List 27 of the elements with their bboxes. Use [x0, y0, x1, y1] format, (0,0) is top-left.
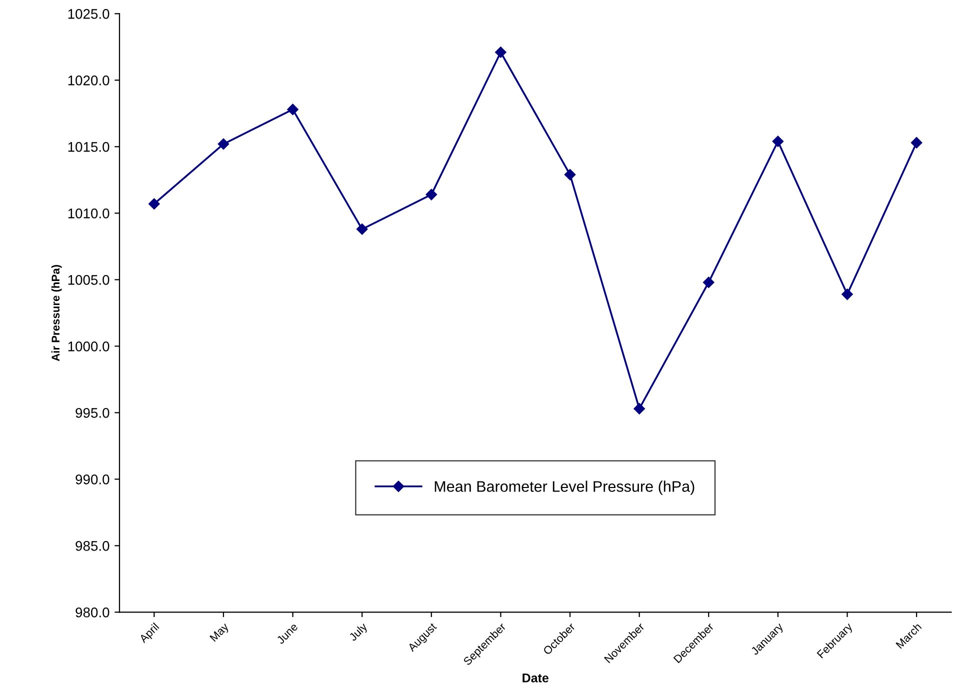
point: [634, 403, 645, 414]
y-tick-label: 990.0: [76, 474, 110, 484]
x-tick-label: May: [210, 622, 231, 644]
y-tick-label: 1020.0: [68, 76, 110, 86]
y-tick-label: 1010.0: [68, 208, 110, 218]
y-tick-label: 980.0: [76, 608, 110, 618]
y-tick-label: 1015.0: [68, 142, 110, 152]
x-tick-label: July: [348, 622, 370, 644]
y-tick-label: 1000.0: [68, 342, 110, 352]
y-tick-label: 1005.0: [68, 275, 110, 285]
point: [564, 169, 576, 180]
point: [842, 288, 853, 300]
point: [910, 137, 922, 148]
y-axis-title: Air Pressure (hPa): [51, 265, 62, 362]
y-tick-label: 995.0: [76, 408, 110, 418]
point: [218, 138, 230, 150]
point: [703, 276, 714, 288]
x-axis-title: Date: [522, 674, 548, 682]
point: [426, 188, 437, 200]
point: [287, 104, 298, 116]
point: [356, 224, 368, 235]
point: [148, 198, 160, 210]
legend-label: Mean Barometer Level Pressure (hPa): [434, 480, 694, 495]
y-tick-label: 1025.0: [68, 9, 110, 19]
point: [495, 46, 506, 58]
y-tick-label: 985.0: [76, 541, 110, 551]
point: [772, 136, 784, 147]
